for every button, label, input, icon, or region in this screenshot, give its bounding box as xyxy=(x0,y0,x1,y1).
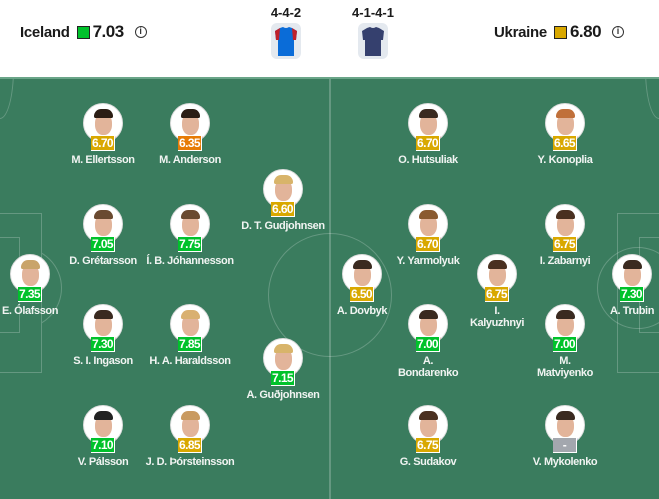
player-home[interactable]: 6.35 M. Anderson xyxy=(140,103,240,166)
player-rating-badge: 6.75 xyxy=(416,438,440,453)
player-name: A. Trubin xyxy=(609,305,655,317)
player-rating-badge: 7.75 xyxy=(178,237,202,252)
corner-arc xyxy=(645,79,659,119)
player-rating-badge: 6.75 xyxy=(485,287,509,302)
player-rating-badge: 6.70 xyxy=(91,136,115,151)
player-name: V. Mykolenko xyxy=(532,456,598,468)
home-formation: 4-4-2 xyxy=(270,5,302,20)
player-name: S. I. Ingason xyxy=(73,355,133,367)
player-home[interactable]: 7.30 S. I. Ingason xyxy=(53,304,153,367)
player-home[interactable]: 6.85 J. D. Þórsteinsson xyxy=(140,405,240,468)
home-team-name: Iceland xyxy=(20,23,70,41)
player-name: O. Hutsuliak xyxy=(398,154,458,166)
player-rating-badge: 7.35 xyxy=(18,287,42,302)
player-rating-badge: 6.35 xyxy=(178,136,202,151)
info-icon[interactable]: i xyxy=(134,26,147,38)
player-name: Y. Yarmolyuk xyxy=(396,255,460,267)
player-name: D. T. Gudjohnsen xyxy=(241,220,325,232)
home-rating-swatch xyxy=(76,25,90,39)
player-rating-badge: 6.85 xyxy=(178,438,202,453)
match-header: Iceland 7.03 i 4-4-2 4-1-4-1 Ukraine 6.8… xyxy=(0,0,659,77)
player-name: A. Guðjohnsen xyxy=(246,389,320,401)
player-rating-badge: 7.85 xyxy=(178,337,202,352)
player-away[interactable]: 6.75 I. Kalyuzhnyi xyxy=(447,254,547,329)
player-away[interactable]: 7.00 M. Matviyenko xyxy=(515,304,615,379)
player-avatar xyxy=(170,304,210,344)
player-rating-badge: 6.70 xyxy=(416,237,440,252)
home-team-rating: 7.03 xyxy=(92,22,125,41)
info-icon[interactable]: i xyxy=(612,26,625,38)
away-formation: 4-1-4-1 xyxy=(352,5,394,20)
away-shirt-icon xyxy=(358,23,388,59)
player-avatar xyxy=(545,204,585,244)
player-home[interactable]: 6.60 D. T. Gudjohnsen xyxy=(233,169,333,232)
player-rating-badge: 7.00 xyxy=(416,337,440,352)
player-away[interactable]: 6.75 I. Zabarnyi xyxy=(515,204,615,267)
player-home[interactable]: 7.85 H. A. Haraldsson xyxy=(140,304,240,367)
player-name: V. Pálsson xyxy=(77,456,129,468)
player-name: E. Ólafsson xyxy=(1,305,59,317)
player-away[interactable]: 7.00 A. Bondarenko xyxy=(378,304,478,379)
player-name: J. D. Þórsteinsson xyxy=(145,456,235,468)
player-home[interactable]: 7.35 E. Ólafsson xyxy=(0,254,80,317)
player-name: I. Zabarnyi xyxy=(539,255,591,267)
player-rating-badge: 6.60 xyxy=(271,202,295,217)
player-home[interactable]: 7.10 V. Pálsson xyxy=(53,405,153,468)
player-rating-badge: 6.50 xyxy=(350,287,374,302)
home-team: Iceland 7.03 i xyxy=(20,22,147,42)
player-name: Y. Konoplia xyxy=(537,154,593,166)
away-team-name: Ukraine xyxy=(494,23,547,41)
away-team: Ukraine 6.80 i xyxy=(494,22,625,42)
player-away[interactable]: 6.65 Y. Konoplia xyxy=(515,103,615,166)
player-away[interactable]: 7.30 A. Trubin xyxy=(582,254,659,317)
away-team-rating: 6.80 xyxy=(569,22,602,41)
player-rating-badge: 6.65 xyxy=(553,136,577,151)
player-home[interactable]: 7.15 A. Guðjohnsen xyxy=(233,338,333,401)
player-name: G. Sudakov xyxy=(399,456,457,468)
player-avatar xyxy=(408,204,448,244)
player-rating-badge: 7.00 xyxy=(553,337,577,352)
player-home[interactable]: 7.05 D. Grétarsson xyxy=(53,204,153,267)
player-avatar xyxy=(477,254,517,294)
away-rating-swatch xyxy=(553,25,567,39)
player-rating-badge: 7.30 xyxy=(620,287,644,302)
player-away[interactable]: 6.70 Y. Yarmolyuk xyxy=(378,204,478,267)
corner-arc xyxy=(0,79,14,119)
player-rating-badge: 7.10 xyxy=(91,438,115,453)
player-name: M. Matviyenko xyxy=(537,355,593,379)
center-circle xyxy=(268,233,392,357)
player-rating-badge: 7.05 xyxy=(91,237,115,252)
player-rating-badge: 6.70 xyxy=(416,136,440,151)
player-name: A. Dovbyk xyxy=(336,305,388,317)
player-name: I. Kalyuzhnyi xyxy=(469,305,525,329)
player-name: Í. B. Jóhannesson xyxy=(146,255,234,267)
player-home[interactable]: 6.70 M. Ellertsson xyxy=(53,103,153,166)
player-away[interactable]: 6.50 A. Dovbyk xyxy=(312,254,412,317)
home-shirt-icon xyxy=(271,23,301,59)
player-name: A. Bondarenko xyxy=(398,355,459,379)
player-name: M. Anderson xyxy=(159,154,221,166)
player-away[interactable]: 6.70 O. Hutsuliak xyxy=(378,103,478,166)
player-name: D. Grétarsson xyxy=(69,255,137,267)
player-away[interactable]: 6.75 G. Sudakov xyxy=(378,405,478,468)
player-rating-badge: 6.75 xyxy=(553,237,577,252)
player-name: M. Ellertsson xyxy=(71,154,135,166)
player-rating-badge: 7.15 xyxy=(271,371,295,386)
player-home[interactable]: 7.75 Í. B. Jóhannesson xyxy=(140,204,240,267)
player-rating-badge: - xyxy=(553,438,577,453)
player-away[interactable]: - V. Mykolenko xyxy=(515,405,615,468)
pitch: 6.70 M. Ellertsson 6.35 M. Anderson 6.60 D. T… xyxy=(0,77,659,499)
player-rating-badge: 7.30 xyxy=(91,337,115,352)
player-name: H. A. Haraldsson xyxy=(149,355,231,367)
